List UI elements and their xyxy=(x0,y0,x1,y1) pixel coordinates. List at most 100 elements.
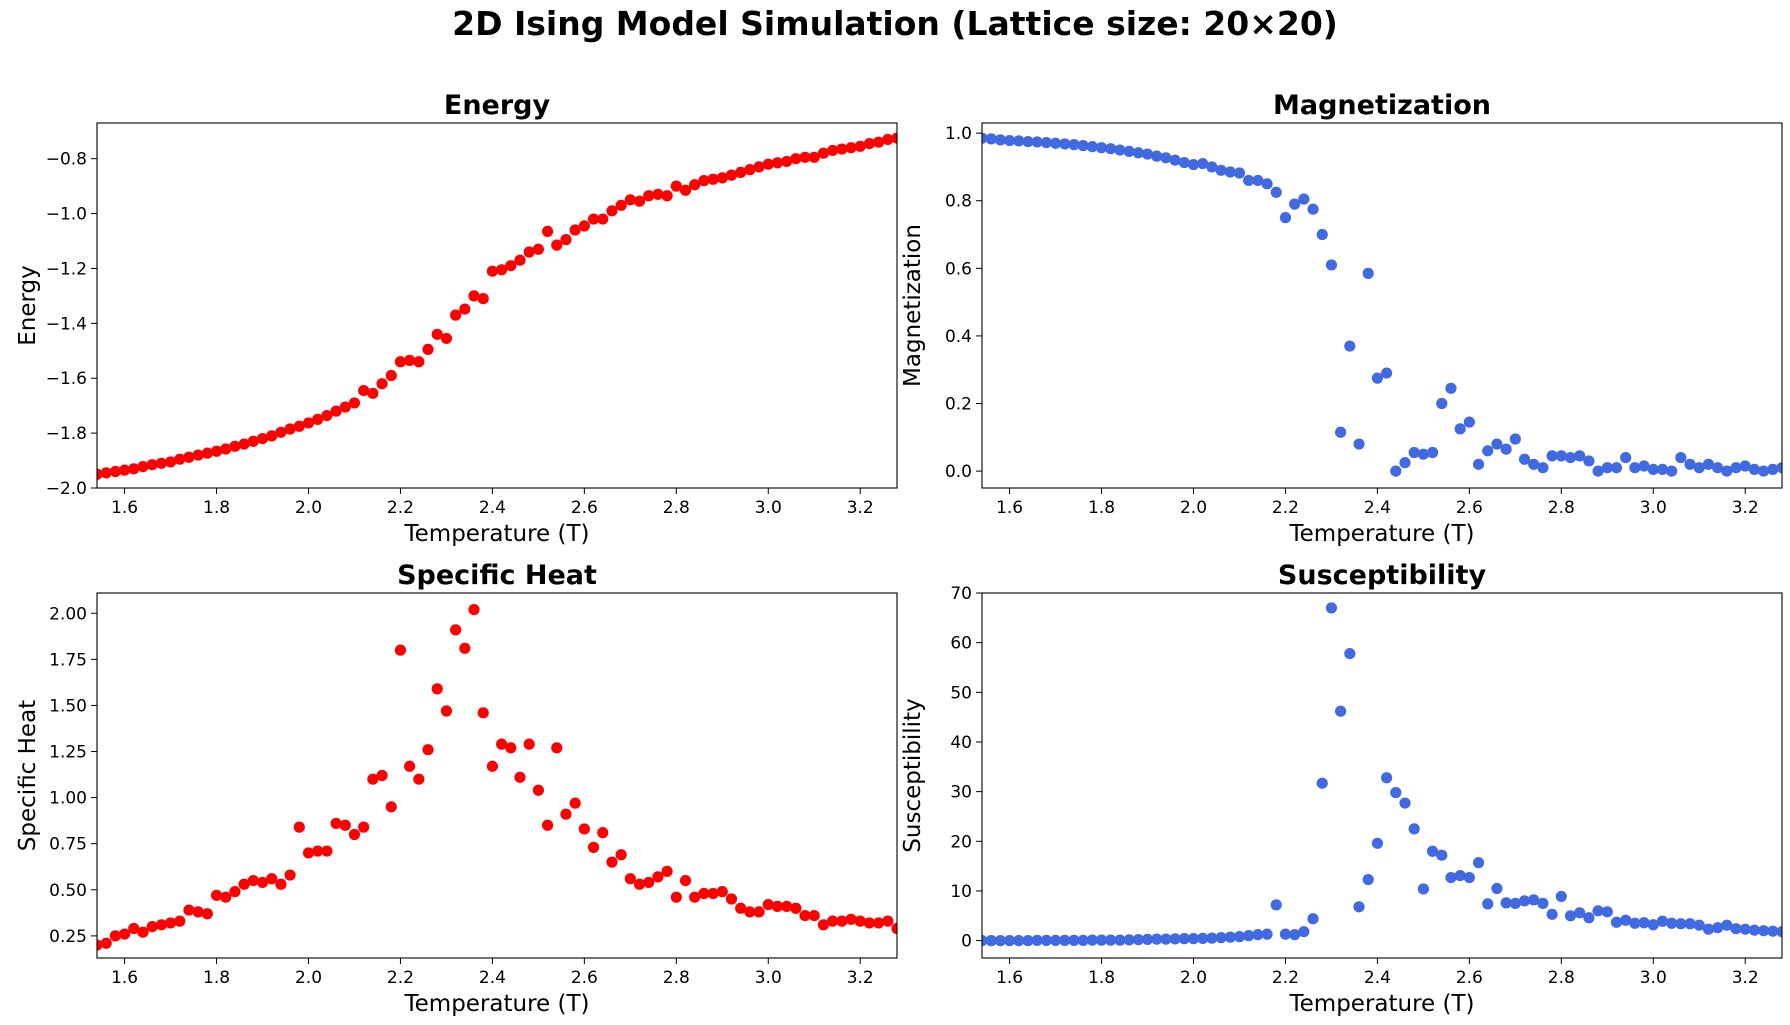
specific-heat-point xyxy=(845,913,857,925)
susceptibility-point xyxy=(1105,934,1117,946)
specific-heat-title: Specific Heat xyxy=(397,560,597,591)
susceptibility-ytick-label: 10 xyxy=(950,882,972,902)
susceptibility-point xyxy=(1767,925,1779,937)
susceptibility-point xyxy=(1049,934,1062,946)
energy-point xyxy=(422,343,434,356)
magnetization-point xyxy=(1500,443,1512,455)
specific-heat-point xyxy=(422,744,434,756)
magnetization-point xyxy=(1509,433,1521,445)
specific-heat-point xyxy=(164,917,177,929)
energy-point xyxy=(836,143,848,155)
susceptibility-point xyxy=(1408,823,1420,835)
energy-point xyxy=(275,426,287,438)
energy-xtick-label: 2.2 xyxy=(387,498,414,518)
specific-heat-point xyxy=(321,845,333,857)
energy-point xyxy=(891,132,897,144)
energy-point xyxy=(771,157,784,169)
susceptibility-point xyxy=(1454,869,1466,882)
specific-heat-axes-frame xyxy=(96,592,898,959)
susceptibility-point xyxy=(1518,895,1531,907)
energy-xtick-label: 2.0 xyxy=(295,498,322,518)
specific-heat-point xyxy=(661,865,673,877)
magnetization-point xyxy=(1482,445,1494,457)
magnetization-point xyxy=(1105,143,1117,155)
specific-heat-point xyxy=(247,874,259,887)
susceptibility-ytick-label: 40 xyxy=(950,733,972,753)
susceptibility-point xyxy=(1564,910,1577,922)
specific-heat-point xyxy=(348,828,361,841)
specific-heat-point xyxy=(118,928,131,940)
energy-point xyxy=(146,459,158,471)
susceptibility-point xyxy=(1675,918,1687,930)
magnetization-point xyxy=(1206,161,1218,173)
magnetization-point xyxy=(1666,465,1678,477)
magnetization-point xyxy=(1059,138,1071,150)
energy-xlabel: Temperature (T) xyxy=(404,521,590,547)
susceptibility-xlabel: Temperature (T) xyxy=(1289,991,1475,1017)
magnetization-point xyxy=(1252,174,1264,187)
susceptibility-point xyxy=(1252,929,1264,941)
specific-heat-point xyxy=(873,917,885,929)
susceptibility-point xyxy=(1776,926,1782,938)
energy-point xyxy=(201,447,213,459)
magnetization-xtick-label: 1.6 xyxy=(996,498,1023,518)
energy-point xyxy=(137,460,149,473)
energy-point xyxy=(652,188,664,200)
susceptibility-point xyxy=(1344,647,1356,660)
magnetization-points xyxy=(982,132,1782,477)
specific-heat-xtick-label: 2.0 xyxy=(295,968,322,988)
specific-heat-point xyxy=(367,773,379,785)
magnetization-point xyxy=(1344,340,1356,352)
specific-heat-point xyxy=(505,742,517,754)
energy-point xyxy=(367,387,379,399)
specific-heat-point xyxy=(413,773,425,785)
susceptibility-point xyxy=(1371,837,1383,849)
specific-heat-ytick-label: 0.25 xyxy=(49,927,87,947)
magnetization-point xyxy=(1307,203,1319,215)
specific-heat-xtick-label: 1.8 xyxy=(203,968,230,988)
energy-point xyxy=(679,184,692,196)
specific-heat-point xyxy=(302,847,315,859)
magnetization-point xyxy=(1224,166,1236,178)
magnetization-point xyxy=(1003,134,1016,147)
susceptibility-point xyxy=(1693,919,1705,931)
susceptibility-xtick-label: 3.2 xyxy=(1732,968,1759,988)
magnetization-ytick-label: 1.0 xyxy=(945,124,972,144)
specific-heat-point xyxy=(762,898,774,911)
susceptibility-point xyxy=(1721,919,1733,931)
susceptibility-point xyxy=(1279,928,1292,940)
magnetization-ylabel: Magnetization xyxy=(900,224,926,387)
specific-heat-point xyxy=(109,930,121,942)
magnetization-ytick-label: 0.4 xyxy=(945,327,972,347)
susceptibility-point xyxy=(1114,934,1126,946)
specific-heat-point xyxy=(854,915,866,927)
specific-heat-point xyxy=(266,873,278,885)
energy-ytick-label: −1.6 xyxy=(46,369,87,389)
energy-point xyxy=(293,420,305,432)
magnetization-ytick-label: 0.6 xyxy=(945,259,972,279)
magnetization-point xyxy=(1114,144,1126,156)
susceptibility-point xyxy=(1647,919,1659,931)
susceptibility-point xyxy=(1077,934,1089,946)
energy-point xyxy=(220,443,232,455)
susceptibility-point xyxy=(1436,849,1448,861)
susceptibility-point xyxy=(1003,935,1016,947)
energy-point xyxy=(229,440,241,452)
magnetization-point xyxy=(1371,372,1383,384)
susceptibility-ytick-label: 30 xyxy=(950,783,972,803)
susceptibility-point xyxy=(1537,897,1549,909)
magnetization-panel: 1.6 1.8 2.0 2.2 2.4 2.6 2.8 3.0 3.2 0.0 0.2 0.4 0.6 0… xyxy=(900,90,1783,547)
energy-point xyxy=(312,413,324,425)
energy-point xyxy=(615,199,627,211)
specific-heat-point xyxy=(155,919,167,931)
susceptibility-ytick-label: 20 xyxy=(950,832,972,852)
magnetization-point xyxy=(1316,228,1328,241)
susceptibility-point xyxy=(1620,914,1632,926)
susceptibility-point xyxy=(1270,899,1282,911)
energy-point xyxy=(560,234,572,246)
susceptibility-point xyxy=(1555,890,1567,903)
energy-point xyxy=(587,213,600,225)
energy-xtick-label: 3.2 xyxy=(847,498,874,518)
magnetization-point xyxy=(1095,142,1108,154)
specific-heat-point xyxy=(698,887,710,900)
